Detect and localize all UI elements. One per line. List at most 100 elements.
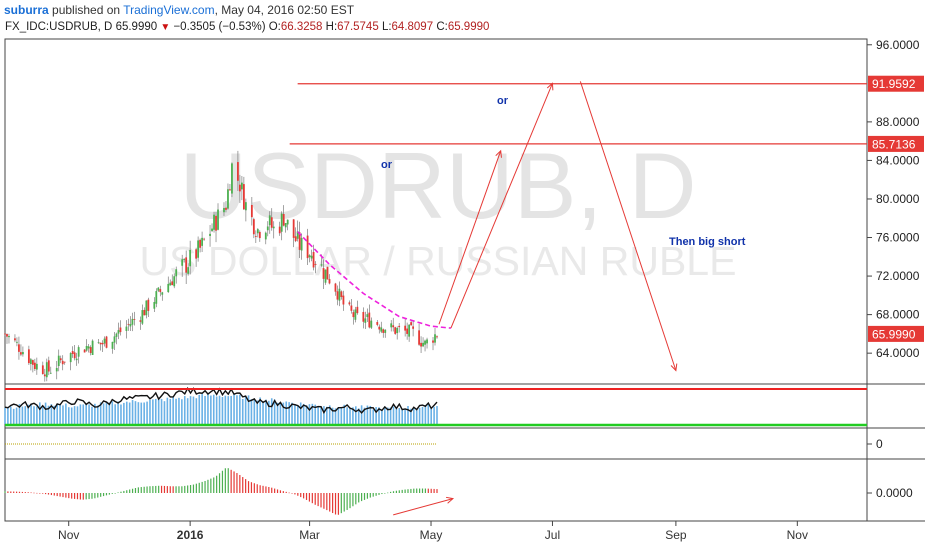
indicator-histogram-bar <box>317 406 319 424</box>
oscillator-bar <box>250 482 253 493</box>
oscillator-bar <box>407 489 409 493</box>
target-levels[interactable]: 91.9592 85.7136 <box>289 75 924 152</box>
candle-body <box>155 291 158 304</box>
oscillator-bar <box>39 493 41 494</box>
indicator-histogram-bar <box>163 401 166 424</box>
candle-body <box>89 347 92 353</box>
high-value: 67.5745 <box>337 21 379 33</box>
indicator-histogram-bar <box>146 401 148 424</box>
oscillator-bar <box>372 493 374 497</box>
projection-curve[interactable] <box>297 231 452 329</box>
indicator-histogram-bar <box>47 405 50 424</box>
indicator-histogram-bar <box>276 402 279 424</box>
candle-body <box>342 295 345 305</box>
indicator-histogram-bar <box>334 408 337 424</box>
price-axis-ticks: 64.0000 68.0000 72.0000 76.0000 80.0000 84.00… <box>867 38 920 360</box>
candle-body <box>392 325 395 328</box>
projection-arrows[interactable] <box>438 81 678 372</box>
oscillator-bar <box>216 475 218 493</box>
oscillator-bar <box>210 478 212 493</box>
oscillator-bar <box>337 493 340 515</box>
candle-body <box>376 322 379 325</box>
time-tick-label: Nov <box>787 528 808 542</box>
oscillator-bar <box>392 491 395 493</box>
last-price-marker: 65.9990 <box>868 325 924 342</box>
time-tick-label: Sep <box>665 528 687 542</box>
indicator-histogram-bar <box>320 406 322 424</box>
candle-body <box>145 300 148 316</box>
candle-body <box>14 338 16 341</box>
candle-body <box>312 252 315 268</box>
projection-arrow-head <box>445 496 455 504</box>
oscillator-bar <box>305 493 308 500</box>
candle-body <box>111 341 114 349</box>
oscillator-bar <box>265 486 267 493</box>
candle-body <box>354 309 357 320</box>
author-link[interactable]: suburra <box>4 3 49 17</box>
oscillator-bar <box>224 468 226 493</box>
open-value: 66.3258 <box>280 21 323 33</box>
indicator-histogram-bar <box>7 408 9 424</box>
indicator-histogram-bar <box>259 397 261 424</box>
oscillator-bar <box>317 493 319 507</box>
annotation-or-lower[interactable]: or <box>381 159 393 171</box>
candle-body <box>129 324 132 327</box>
annotation-or-upper[interactable]: or <box>497 95 509 107</box>
candle-body <box>141 310 144 324</box>
oscillator-bar <box>117 492 119 494</box>
projection-arrow-line <box>450 83 553 329</box>
indicator-histogram-bar <box>183 396 186 424</box>
oscillator-bar <box>7 491 9 493</box>
oscillator-bar <box>387 492 389 494</box>
indicator-histogram-bar <box>305 405 308 424</box>
oscillator-bar <box>56 493 58 497</box>
candle-body <box>225 207 227 210</box>
candle-body <box>314 263 317 265</box>
indicator-histogram-bar <box>410 408 412 424</box>
candle-body <box>87 346 90 349</box>
indicator-histogram-bar <box>21 406 24 424</box>
candle-body <box>412 326 415 329</box>
candle-body <box>101 342 104 345</box>
indicator-histogram-bar <box>415 408 418 424</box>
oscillator-bar <box>245 479 247 493</box>
candle-body <box>49 372 52 374</box>
site-link[interactable]: TradingView.com <box>123 3 215 17</box>
candle-body <box>133 319 136 320</box>
indicator-histogram-bar <box>302 403 305 424</box>
candle-body <box>278 226 281 234</box>
publish-header: suburra published on TradingView.com, Ma… <box>0 0 932 20</box>
oscillator-bar <box>375 493 377 496</box>
indicator-histogram-bar <box>378 407 380 424</box>
indicator-histogram-bar <box>328 405 331 424</box>
oscillator-bar <box>384 493 386 494</box>
oscillator-bar <box>297 493 299 496</box>
candle-body <box>201 237 203 246</box>
symbol-label[interactable]: FX_IDC:USDRUB, D <box>5 21 113 33</box>
oscillator-tick-label: 0.0000 <box>876 486 913 500</box>
oscillator-bar <box>129 489 131 493</box>
indicator-histogram-bar <box>140 402 143 424</box>
oscillator-bar <box>233 471 235 493</box>
candle-body <box>227 189 229 209</box>
oscillator-bar <box>311 493 313 504</box>
oscillator-bar <box>94 493 96 499</box>
indicator-histogram-bar <box>253 399 256 424</box>
candle-body <box>390 323 393 328</box>
indicator-pane-2: 0 <box>5 437 883 451</box>
price-tick-label: 68.0000 <box>876 308 920 322</box>
candle-body <box>143 309 146 316</box>
annotation-big-short[interactable]: Then big short <box>669 236 746 248</box>
time-tick-label: May <box>420 528 443 542</box>
oscillator-bar <box>36 492 38 494</box>
oscillator-bar <box>108 493 110 495</box>
oscillator-bar <box>166 486 168 493</box>
candle-body <box>229 189 231 191</box>
indicator-histogram-bar <box>421 406 424 424</box>
oscillator-bar <box>413 488 415 493</box>
oscillator-bar <box>88 493 90 500</box>
oscillator-bar <box>291 493 293 494</box>
candle-body <box>254 236 257 237</box>
candle-body <box>27 349 30 364</box>
